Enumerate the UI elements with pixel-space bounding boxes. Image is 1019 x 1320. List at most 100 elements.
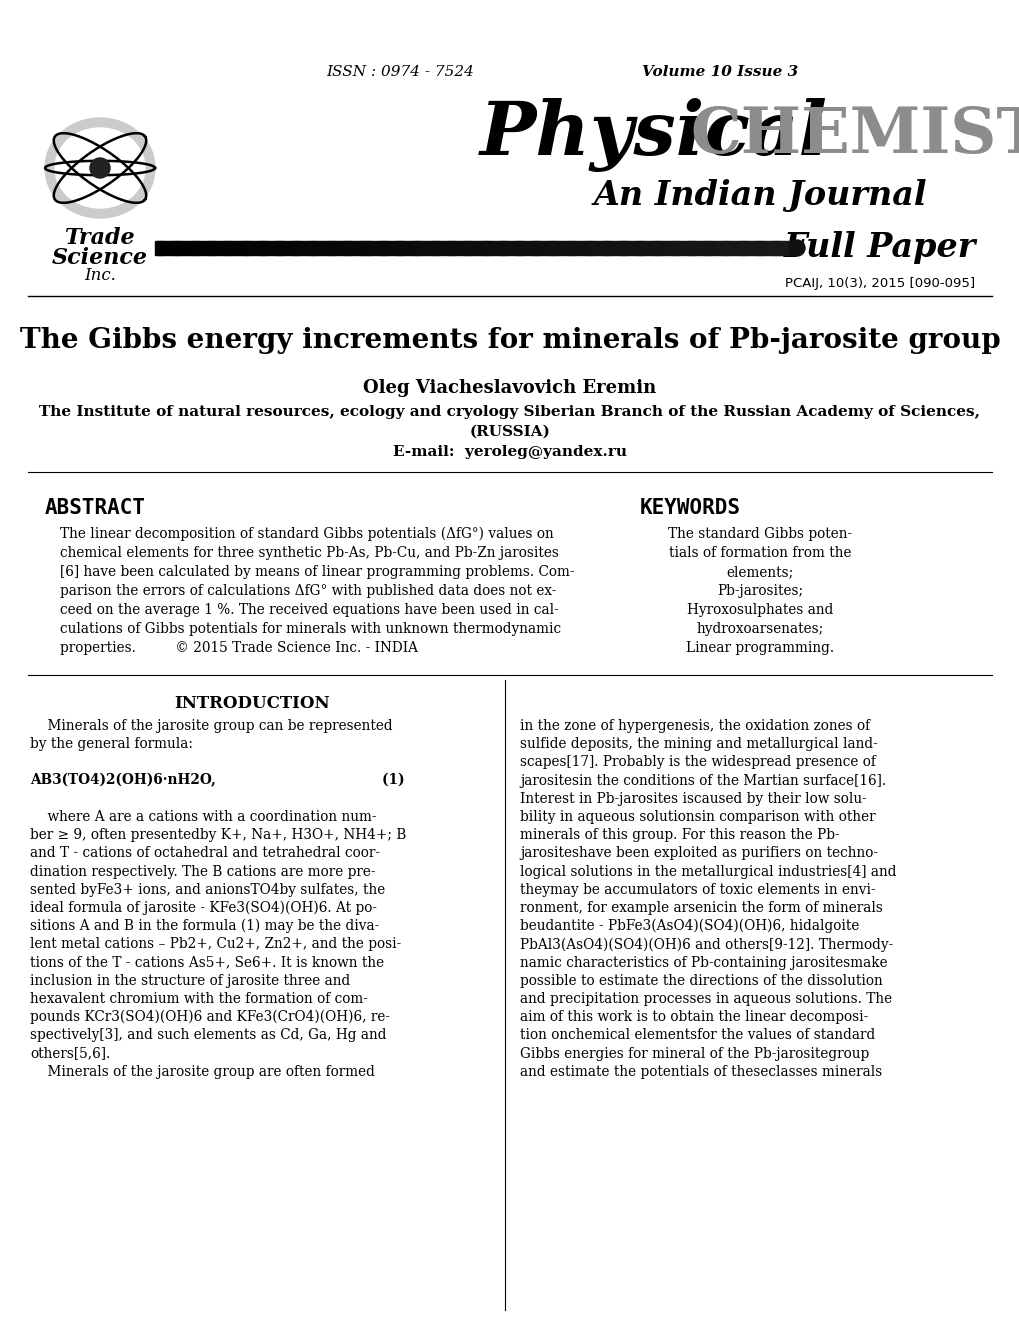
Bar bbox=[396, 242, 399, 255]
Bar bbox=[690, 242, 692, 255]
Bar bbox=[318, 242, 321, 255]
Text: minerals of this group. For this reason the Pb-: minerals of this group. For this reason … bbox=[520, 828, 839, 842]
Bar bbox=[161, 242, 164, 255]
Bar bbox=[700, 242, 703, 255]
Text: (RUSSIA): (RUSSIA) bbox=[469, 425, 550, 440]
Bar bbox=[679, 242, 682, 255]
Bar bbox=[225, 242, 227, 255]
Bar bbox=[662, 242, 664, 255]
Text: hexavalent chromium with the formation of com-: hexavalent chromium with the formation o… bbox=[30, 993, 368, 1006]
Bar bbox=[545, 242, 548, 255]
Bar bbox=[549, 242, 552, 255]
Bar bbox=[522, 242, 525, 255]
Bar bbox=[390, 242, 393, 255]
Bar bbox=[745, 242, 747, 255]
Text: inclusion in the structure of jarosite three and: inclusion in the structure of jarosite t… bbox=[30, 974, 350, 987]
Bar bbox=[251, 242, 253, 255]
Bar bbox=[218, 242, 221, 255]
Bar bbox=[176, 242, 178, 255]
Bar bbox=[302, 242, 304, 255]
Text: Oleg Viacheslavovich Eremin: Oleg Viacheslavovich Eremin bbox=[363, 379, 656, 397]
Bar bbox=[696, 242, 698, 255]
Bar bbox=[781, 242, 784, 255]
Bar bbox=[524, 242, 527, 255]
Bar bbox=[320, 242, 323, 255]
Bar bbox=[388, 242, 391, 255]
Bar bbox=[588, 242, 590, 255]
Bar bbox=[611, 242, 613, 255]
Bar bbox=[431, 242, 433, 255]
Bar bbox=[339, 242, 342, 255]
Bar bbox=[560, 242, 562, 255]
Bar bbox=[779, 242, 782, 255]
Bar bbox=[553, 242, 556, 255]
Bar bbox=[622, 242, 625, 255]
Bar bbox=[698, 242, 701, 255]
Bar bbox=[170, 242, 172, 255]
Bar bbox=[565, 242, 567, 255]
Bar bbox=[463, 242, 465, 255]
Bar bbox=[345, 242, 348, 255]
Bar bbox=[759, 242, 762, 255]
Text: ceed on the average 1 %. The received equations have been used in cal-: ceed on the average 1 %. The received eq… bbox=[60, 603, 558, 616]
Text: parison the errors of calculations ΔfG° with published data does not ex-: parison the errors of calculations ΔfG° … bbox=[60, 583, 555, 598]
Bar bbox=[645, 242, 647, 255]
Text: E-mail:  yeroleg@yandex.ru: E-mail: yeroleg@yandex.ru bbox=[392, 445, 627, 459]
Bar bbox=[263, 242, 266, 255]
Bar bbox=[567, 242, 569, 255]
Bar bbox=[502, 242, 505, 255]
Bar bbox=[239, 242, 243, 255]
Bar bbox=[214, 242, 217, 255]
Text: Interest in Pb-jarosites iscaused by their low solu-: Interest in Pb-jarosites iscaused by the… bbox=[520, 792, 866, 805]
Bar bbox=[512, 242, 514, 255]
Bar bbox=[308, 242, 310, 255]
Bar bbox=[776, 242, 780, 255]
Bar bbox=[322, 242, 325, 255]
Bar bbox=[294, 242, 298, 255]
Text: Pb-jarosites;: Pb-jarosites; bbox=[716, 583, 802, 598]
Bar bbox=[392, 242, 395, 255]
Bar bbox=[253, 242, 255, 255]
Bar bbox=[355, 242, 357, 255]
Bar bbox=[772, 242, 774, 255]
Bar bbox=[647, 242, 650, 255]
Bar bbox=[375, 242, 378, 255]
Bar bbox=[412, 242, 414, 255]
Bar bbox=[290, 242, 293, 255]
Bar bbox=[757, 242, 760, 255]
Bar bbox=[480, 242, 482, 255]
Bar bbox=[424, 242, 427, 255]
Text: scapes[17]. Probably is the widespread presence of: scapes[17]. Probably is the widespread p… bbox=[520, 755, 875, 770]
Bar bbox=[747, 242, 749, 255]
Bar bbox=[753, 242, 756, 255]
Text: and precipitation processes in aqueous solutions. The: and precipitation processes in aqueous s… bbox=[520, 993, 892, 1006]
Bar bbox=[457, 242, 459, 255]
Bar bbox=[500, 242, 503, 255]
Bar bbox=[751, 242, 754, 255]
Bar bbox=[410, 242, 412, 255]
Text: hydroxoarsenates;: hydroxoarsenates; bbox=[696, 622, 822, 636]
Text: ideal formula of jarosite - KFe3(SO4)(OH)6. At po-: ideal formula of jarosite - KFe3(SO4)(OH… bbox=[30, 900, 377, 915]
Bar bbox=[787, 242, 790, 255]
Bar bbox=[594, 242, 597, 255]
Bar bbox=[316, 242, 319, 255]
Bar bbox=[736, 242, 739, 255]
Bar bbox=[467, 242, 470, 255]
Bar bbox=[507, 242, 510, 255]
Text: Full Paper: Full Paper bbox=[783, 231, 975, 264]
Text: culations of Gibbs potentials for minerals with unknown thermodynamic: culations of Gibbs potentials for minera… bbox=[60, 622, 560, 636]
Bar bbox=[437, 242, 439, 255]
Bar bbox=[172, 242, 174, 255]
Bar bbox=[278, 242, 280, 255]
Bar bbox=[227, 242, 229, 255]
Text: ronment, for example arsenicin the form of minerals: ronment, for example arsenicin the form … bbox=[520, 902, 882, 915]
Bar bbox=[408, 242, 410, 255]
Text: pounds KCr3(SO4)(OH)6 and KFe3(CrO4)(OH)6, re-: pounds KCr3(SO4)(OH)6 and KFe3(CrO4)(OH)… bbox=[30, 1010, 389, 1024]
Bar bbox=[666, 242, 668, 255]
Bar bbox=[208, 242, 211, 255]
Bar bbox=[484, 242, 486, 255]
Bar bbox=[325, 242, 327, 255]
Bar bbox=[577, 242, 580, 255]
Bar bbox=[418, 242, 421, 255]
Bar bbox=[477, 242, 480, 255]
